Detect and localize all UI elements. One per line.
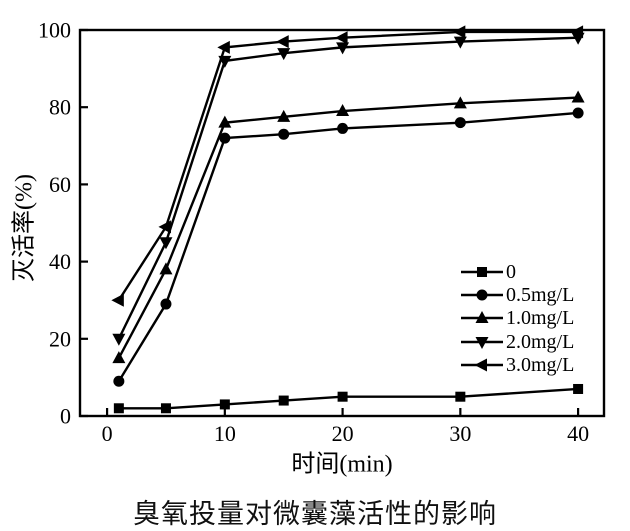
data-point-marker [573, 383, 584, 394]
data-point-marker [336, 104, 350, 117]
y-tick-label: 100 [38, 18, 71, 43]
data-point-marker [159, 237, 173, 250]
legend-label: 3.0mg/L [506, 354, 575, 377]
data-point-marker [453, 96, 467, 109]
y-tick-label: 60 [49, 172, 71, 197]
legend-label: 1.0mg/L [506, 307, 575, 330]
x-tick-label: 30 [449, 421, 471, 446]
data-point-marker [455, 391, 466, 402]
data-point-marker [111, 293, 124, 307]
data-point-marker [453, 36, 467, 49]
series-0 [113, 383, 584, 414]
data-point-marker [160, 403, 171, 414]
data-point-marker [219, 399, 230, 410]
data-point-marker [276, 35, 289, 49]
data-point-marker [219, 132, 231, 144]
data-point-marker [476, 289, 488, 301]
legend-marker-square-icon [461, 266, 503, 277]
data-point-marker [112, 333, 126, 346]
data-point-marker [571, 90, 585, 103]
data-point-marker [477, 266, 487, 277]
legend-marker-triangle-up-icon [461, 311, 503, 324]
data-point-marker [337, 122, 349, 134]
legend-item: 0 [461, 260, 574, 283]
data-point-marker [475, 336, 489, 349]
x-tick-label: 0 [102, 421, 113, 446]
x-axis-title: 时间(min) [291, 451, 393, 478]
data-point-marker [277, 48, 291, 61]
legend: 0 0.5mg/L 1.0mg/L 2.0mg/L 3.0mg/L [461, 260, 574, 377]
data-point-marker [160, 298, 172, 310]
x-tick-label: 40 [567, 421, 589, 446]
figure-caption: 臭氧投量对微囊藻活性的影响 [133, 499, 497, 529]
data-point-marker [113, 375, 125, 387]
data-point-marker [335, 31, 348, 45]
y-tick-label: 40 [49, 249, 71, 274]
series-line [118, 387, 579, 410]
y-tick-label: 0 [60, 404, 71, 429]
data-point-marker [217, 40, 230, 54]
x-tick-label: 20 [332, 421, 354, 446]
y-axis-title: 灭活率(%) [11, 174, 38, 282]
y-tick-label: 20 [49, 326, 71, 351]
legend-item: 1.0mg/L [461, 307, 574, 330]
legend-label: 0.5mg/L [506, 284, 575, 307]
data-point-marker [159, 262, 173, 275]
data-point-marker [278, 395, 289, 406]
data-point-marker [158, 220, 171, 234]
legend-item: 3.0mg/L [461, 354, 574, 377]
data-point-marker [452, 25, 466, 39]
data-point-marker [572, 107, 584, 119]
data-point-marker [474, 358, 487, 372]
legend-item: 0.5mg/L [461, 283, 574, 306]
legend-label: 0 [506, 260, 516, 283]
data-point-marker [570, 25, 584, 39]
series-3.0mg/L [111, 25, 584, 307]
legend-marker-triangle-down-icon [461, 336, 503, 349]
legend-item: 2.0mg/L [461, 330, 574, 353]
legend-label: 2.0mg/L [506, 330, 575, 353]
y-tick-label: 80 [49, 95, 71, 120]
data-point-marker [278, 128, 290, 140]
legend-marker-triangle-left-icon [461, 358, 503, 372]
data-point-marker [112, 351, 126, 364]
series-0.5mg/L [113, 107, 584, 387]
data-point-marker [218, 115, 232, 128]
data-point-marker [277, 109, 291, 122]
x-tick-label: 10 [214, 421, 236, 446]
data-point-marker [336, 42, 350, 55]
legend-marker-circle-icon [461, 289, 503, 301]
series-1.0mg/L [112, 90, 585, 364]
data-point-marker [113, 403, 124, 414]
data-point-marker [475, 311, 489, 324]
data-point-marker [454, 117, 466, 129]
data-point-marker [337, 391, 348, 402]
